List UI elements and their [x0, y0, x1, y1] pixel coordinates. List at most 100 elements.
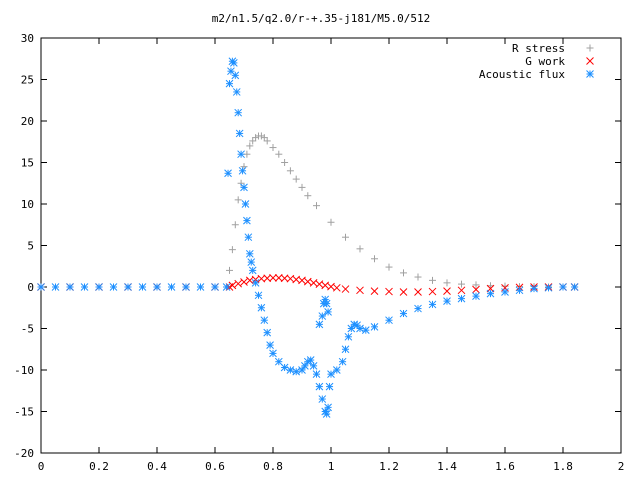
data-point [257, 274, 266, 283]
data-point [325, 382, 334, 391]
legend-marker [586, 57, 594, 65]
data-point [240, 183, 248, 192]
data-point [260, 134, 268, 142]
data-point [252, 134, 260, 142]
data-point [238, 166, 247, 175]
data-point [486, 289, 495, 298]
data-point [443, 279, 451, 287]
data-point [318, 312, 327, 320]
data-point [228, 246, 236, 254]
x-tick-label: 0.4 [147, 460, 167, 473]
y-tick-label: 0 [27, 281, 34, 294]
data-point [298, 366, 306, 374]
data-point [414, 273, 422, 281]
data-point [234, 279, 243, 288]
series-layer [37, 57, 579, 418]
data-point [370, 322, 379, 331]
data-point [298, 183, 306, 191]
data-point [257, 303, 266, 312]
data-point [196, 283, 205, 291]
data-point [327, 370, 335, 379]
data-point [356, 324, 364, 333]
data-point [371, 255, 378, 263]
data-point [80, 283, 89, 291]
data-point [472, 285, 480, 294]
legend-label: G work [525, 55, 565, 68]
data-point [322, 299, 331, 308]
y-tick-label: -5 [21, 323, 34, 336]
data-point [231, 221, 239, 229]
data-point [309, 278, 318, 287]
y-tick-label: 10 [21, 198, 34, 211]
data-point [243, 216, 251, 225]
data-point [338, 357, 347, 366]
data-point [248, 266, 257, 275]
data-point [274, 274, 283, 282]
y-tick-label: 20 [21, 115, 34, 128]
x-tick-label: 0.8 [263, 460, 283, 473]
data-point [324, 403, 332, 412]
data-point [341, 345, 350, 354]
data-point [222, 283, 231, 291]
data-point [260, 316, 269, 325]
data-point [356, 286, 364, 295]
data-point [224, 169, 232, 178]
x-tick-label: 1.8 [553, 460, 573, 473]
x-tick-label: 2 [618, 460, 625, 473]
data-point [244, 233, 253, 242]
data-point [428, 300, 437, 309]
data-point [344, 332, 353, 341]
legend-label: Acoustic flux [479, 68, 565, 81]
data-point [356, 245, 364, 253]
data-point [66, 283, 74, 291]
data-point [229, 59, 238, 67]
data-point [321, 281, 330, 290]
data-point [457, 294, 466, 303]
data-point [37, 283, 45, 291]
data-point [559, 283, 567, 291]
data-point [269, 144, 277, 152]
series-acoustic-flux [37, 57, 579, 418]
data-point [263, 274, 272, 283]
data-point [501, 288, 509, 296]
data-point [226, 266, 233, 274]
data-point [246, 142, 254, 150]
data-point [303, 277, 312, 286]
data-point [109, 283, 118, 291]
data-point [515, 286, 524, 295]
data-point [370, 287, 379, 296]
data-point [231, 71, 240, 80]
data-point [313, 202, 320, 210]
chart-title: m2/n1.5/q2.0/r-+.35-j181/M5.0/512 [212, 12, 431, 25]
y-tick-label: -20 [14, 447, 34, 460]
x-tick-label: 0 [38, 460, 45, 473]
axis-ticks: 0 0.2 0.4 0.6 0.8 1 1.2 1.4 1.6 1.8 2302520151050-… [14, 32, 624, 473]
data-point [234, 196, 242, 204]
data-point [235, 129, 244, 138]
data-point [266, 341, 274, 349]
data-point [312, 370, 321, 379]
data-point [385, 263, 393, 271]
data-point [211, 283, 219, 291]
data-point [234, 108, 243, 117]
data-point [232, 88, 241, 96]
data-point [530, 284, 538, 293]
series-g-work [37, 274, 579, 296]
data-point [341, 285, 350, 293]
data-point [280, 274, 289, 283]
data-point [237, 150, 245, 159]
data-point [332, 366, 341, 374]
data-point [182, 283, 190, 291]
data-point [399, 288, 408, 296]
data-point [95, 283, 103, 291]
data-point [414, 304, 422, 313]
data-point [324, 308, 332, 316]
data-point [304, 192, 312, 200]
data-point [544, 283, 553, 292]
x-tick-label: 1 [328, 460, 335, 473]
data-point [251, 278, 260, 287]
data-point [124, 283, 132, 291]
data-point [309, 361, 318, 370]
data-point [570, 283, 579, 291]
